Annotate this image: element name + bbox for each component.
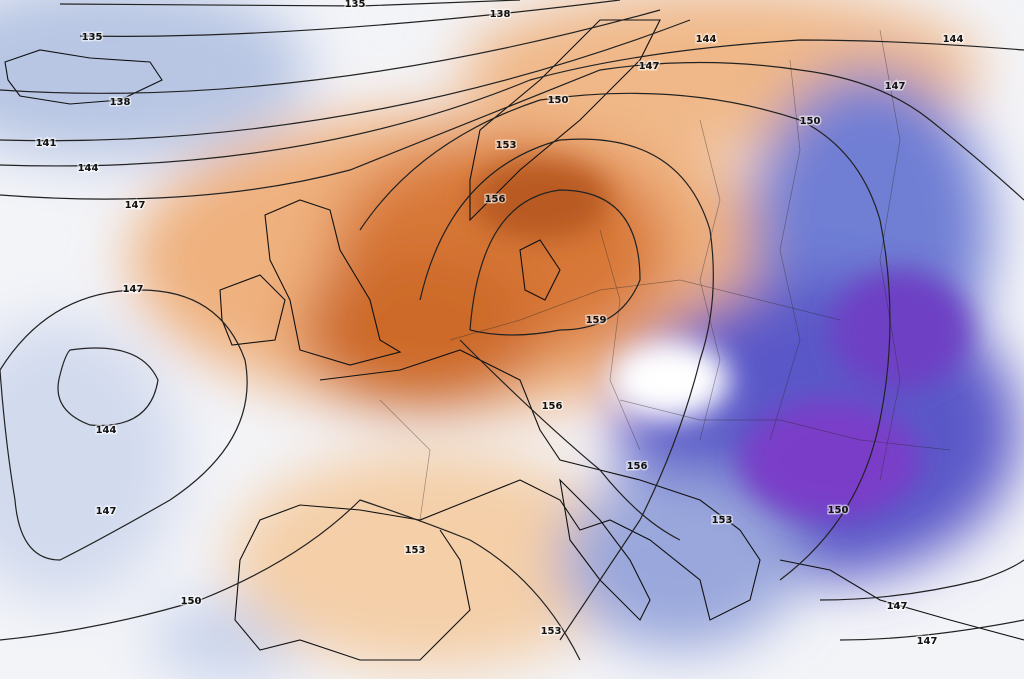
contour-label: 138 — [490, 9, 511, 20]
contour-label: 144 — [943, 34, 964, 45]
contour-label: 147 — [123, 284, 144, 295]
contour-label: 153 — [712, 515, 733, 526]
contour-label: 141 — [36, 138, 57, 149]
contour-label: 147 — [125, 200, 146, 211]
contour-label: 147 — [639, 61, 660, 72]
contour-label: 135 — [82, 32, 103, 43]
contour-label: 147 — [96, 506, 117, 517]
contour-label: 144 — [696, 34, 717, 45]
borders — [379, 29, 951, 521]
contour-label: 135 — [345, 0, 366, 10]
contour-label: 150 — [181, 596, 202, 607]
contour-label: 153 — [496, 140, 517, 151]
contour-label: 153 — [541, 626, 562, 637]
contour-labels: 135 138 135 138 141 144 147 144 147 144 147 150 150 1… — [34, 0, 965, 649]
contour-label: 144 — [96, 425, 117, 436]
coastlines — [4, 19, 1024, 661]
contour-label: 144 — [78, 163, 99, 174]
contour-label: 153 — [405, 545, 426, 556]
contour-label: 147 — [917, 636, 938, 647]
contour-label: 156 — [627, 461, 648, 472]
contour-label: 159 — [586, 315, 607, 326]
contour-label: 138 — [110, 97, 131, 108]
contour-label: 150 — [548, 95, 569, 106]
contour-label: 150 — [828, 505, 849, 516]
contour-label: 156 — [485, 194, 506, 205]
contour-label: 147 — [887, 601, 908, 612]
contours — [0, 0, 1024, 661]
contour-label: 156 — [542, 401, 563, 412]
contour-label: 147 — [885, 81, 906, 92]
contour-label: 150 — [800, 116, 821, 127]
